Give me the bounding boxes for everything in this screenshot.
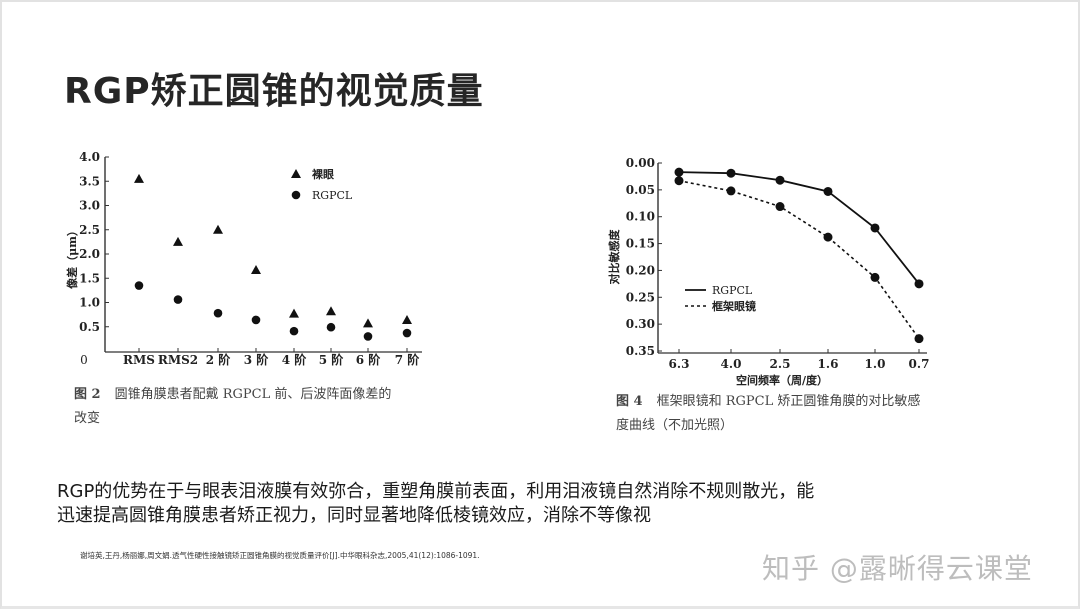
- svg-text:1.5: 1.5: [79, 271, 100, 285]
- body-line-2: 迅速提高圆锥角膜患者矫正视力，同时显著地降低棱镜效应，消除不等像视: [57, 505, 651, 526]
- svg-text:0.10: 0.10: [626, 210, 655, 224]
- svg-text:4.0: 4.0: [721, 357, 742, 371]
- figure4-caption-line2: 度曲线（不加光照）: [616, 418, 734, 433]
- x-axis-label: 空间频率（周/度）: [736, 373, 828, 387]
- svg-text:0.05: 0.05: [626, 183, 655, 197]
- y-axis-label: 像差（μm）: [65, 225, 79, 289]
- svg-text:0.25: 0.25: [626, 290, 655, 304]
- svg-text:RGPCL: RGPCL: [312, 189, 353, 202]
- svg-text:2 阶: 2 阶: [206, 352, 232, 367]
- svg-text:7 阶: 7 阶: [395, 352, 421, 367]
- aberration-scatter-chart: 0 0.5 1.0 1.5 2.0 2.5 3.0 3.5 4.0 像差（μm） RMS RMS2 2 …: [62, 142, 432, 382]
- figure4-caption-line1: 框架眼镜和 RGPCL 矫正圆锥角膜的对比敏感: [656, 394, 921, 409]
- svg-text:裸眼: 裸眼: [312, 167, 334, 181]
- figure2-caption-line2: 改变: [74, 411, 101, 426]
- svg-text:RMS: RMS: [123, 353, 155, 367]
- body-paragraph: RGP的优势在于与眼表泪液膜有效弥合，重塑角膜前表面，利用泪液镜自然消除不规则散…: [57, 480, 937, 528]
- svg-text:6 阶: 6 阶: [356, 352, 382, 367]
- svg-text:1.0: 1.0: [79, 296, 100, 310]
- contrast-sensitivity-line-chart: 0.00 0.05 0.10 0.15 0.20 0.25 0.30 0.35 对比敏感度 6.3…: [602, 147, 942, 392]
- svg-text:1.6: 1.6: [818, 357, 839, 371]
- svg-text:0.35: 0.35: [626, 344, 655, 358]
- svg-text:0.00: 0.00: [626, 156, 655, 170]
- figure4-number: 图 4: [616, 394, 643, 409]
- svg-text:2.0: 2.0: [79, 247, 100, 261]
- svg-text:0: 0: [80, 353, 88, 367]
- scatter-svg: 0 0.5 1.0 1.5 2.0 2.5 3.0 3.5 4.0 像差（μm） RMS RMS2 2 …: [65, 150, 422, 367]
- watermark: 知乎 @露晰得云课堂: [762, 552, 1033, 585]
- svg-text:2.5: 2.5: [770, 357, 791, 371]
- svg-text:6.3: 6.3: [669, 357, 690, 371]
- svg-text:0.30: 0.30: [626, 317, 655, 331]
- svg-text:4 阶: 4 阶: [282, 352, 308, 367]
- svg-text:0.15: 0.15: [626, 237, 655, 251]
- figure4-caption: 图 4 框架眼镜和 RGPCL 矫正圆锥角膜的对比敏感 度曲线（不加光照）: [616, 390, 966, 438]
- svg-text:3.0: 3.0: [79, 199, 100, 213]
- svg-text:1.0: 1.0: [865, 357, 886, 371]
- reference-citation: 谢培英,王丹,杨丽娜,周文娟.透气性硬性接触镜矫正圆锥角膜的视觉质量评价[J].…: [80, 551, 480, 560]
- svg-text:3.5: 3.5: [79, 174, 100, 188]
- figure2-number: 图 2: [74, 387, 101, 402]
- svg-text:RMS2: RMS2: [158, 353, 198, 367]
- line-svg: 0.00 0.05 0.10 0.15 0.20 0.25 0.30 0.35 对比敏感度 6.3…: [607, 156, 930, 387]
- figure2-caption-line1: 圆锥角膜患者配戴 RGPCL 前、后波阵面像差的: [114, 387, 392, 402]
- svg-text:RGPCL: RGPCL: [712, 284, 753, 297]
- svg-text:4.0: 4.0: [79, 150, 100, 164]
- body-line-1: RGP的优势在于与眼表泪液膜有效弥合，重塑角膜前表面，利用泪液镜自然消除不规则散…: [57, 481, 815, 502]
- y-axis-label: 对比敏感度: [607, 229, 621, 285]
- svg-text:2.5: 2.5: [79, 223, 100, 237]
- svg-text:框架眼镜: 框架眼镜: [712, 299, 756, 313]
- svg-text:3 阶: 3 阶: [244, 352, 270, 367]
- figure2-caption: 图 2 圆锥角膜患者配戴 RGPCL 前、后波阵面像差的 改变: [74, 383, 434, 431]
- svg-text:0.7: 0.7: [909, 357, 930, 371]
- svg-text:0.20: 0.20: [626, 263, 655, 277]
- svg-text:0.5: 0.5: [79, 320, 100, 334]
- slide-title: RGP矫正圆锥的视觉质量: [64, 71, 484, 112]
- svg-text:5 阶: 5 阶: [319, 352, 345, 367]
